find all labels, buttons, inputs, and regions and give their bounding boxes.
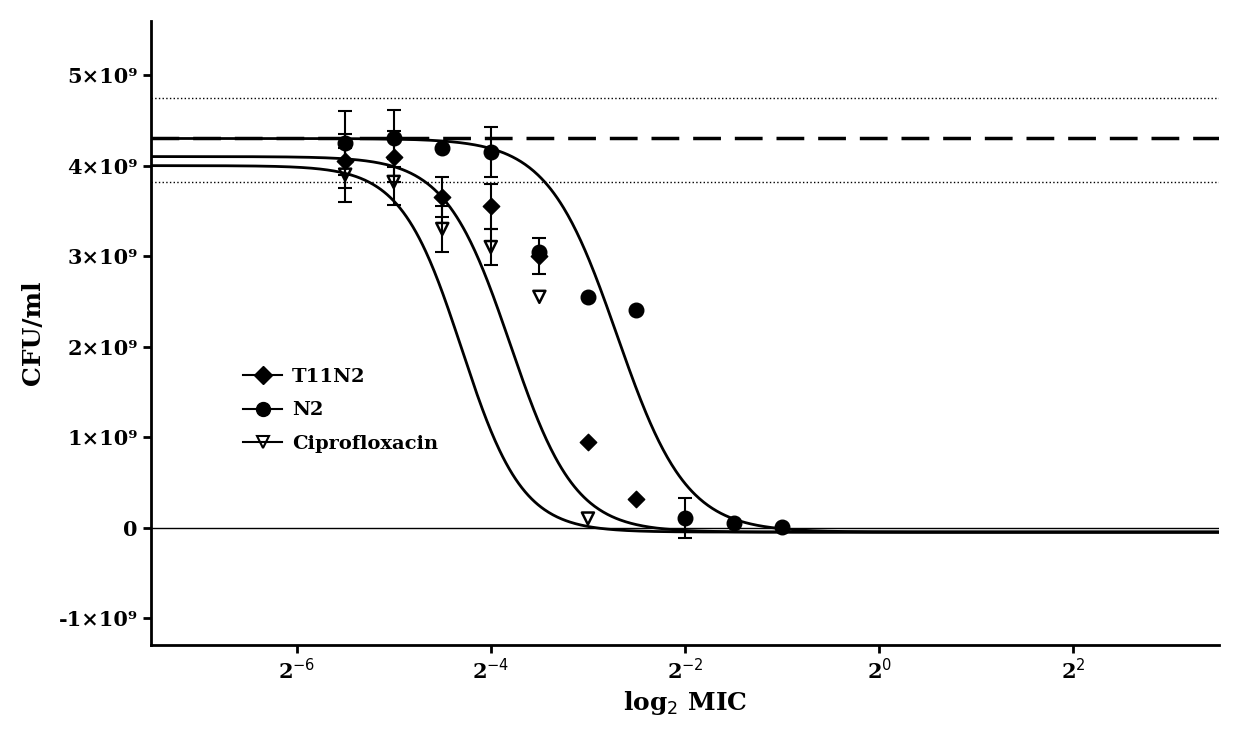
Ciprofloxacin (335, 169, 355, 181)
T11N2 (578, 435, 598, 447)
N2 (773, 521, 792, 533)
T11N2 (626, 493, 646, 505)
N2 (433, 142, 453, 154)
N2 (724, 517, 744, 529)
Ciprofloxacin (578, 513, 598, 525)
Ciprofloxacin (481, 241, 501, 253)
N2 (626, 305, 646, 317)
T11N2 (433, 191, 453, 203)
N2 (675, 512, 694, 524)
N2 (335, 137, 355, 149)
Ciprofloxacin (529, 291, 549, 303)
N2 (529, 246, 549, 258)
Ciprofloxacin (384, 176, 404, 187)
X-axis label: log$_2$ MIC: log$_2$ MIC (622, 689, 748, 717)
Legend: T11N2, N2, Ciprofloxacin: T11N2, N2, Ciprofloxacin (236, 360, 445, 461)
T11N2 (335, 155, 355, 167)
N2 (384, 133, 404, 145)
Ciprofloxacin (433, 223, 453, 235)
T11N2 (481, 201, 501, 213)
N2 (481, 146, 501, 158)
N2 (578, 291, 598, 303)
T11N2 (384, 151, 404, 162)
Y-axis label: CFU/ml: CFU/ml (21, 280, 45, 385)
T11N2 (529, 250, 549, 262)
